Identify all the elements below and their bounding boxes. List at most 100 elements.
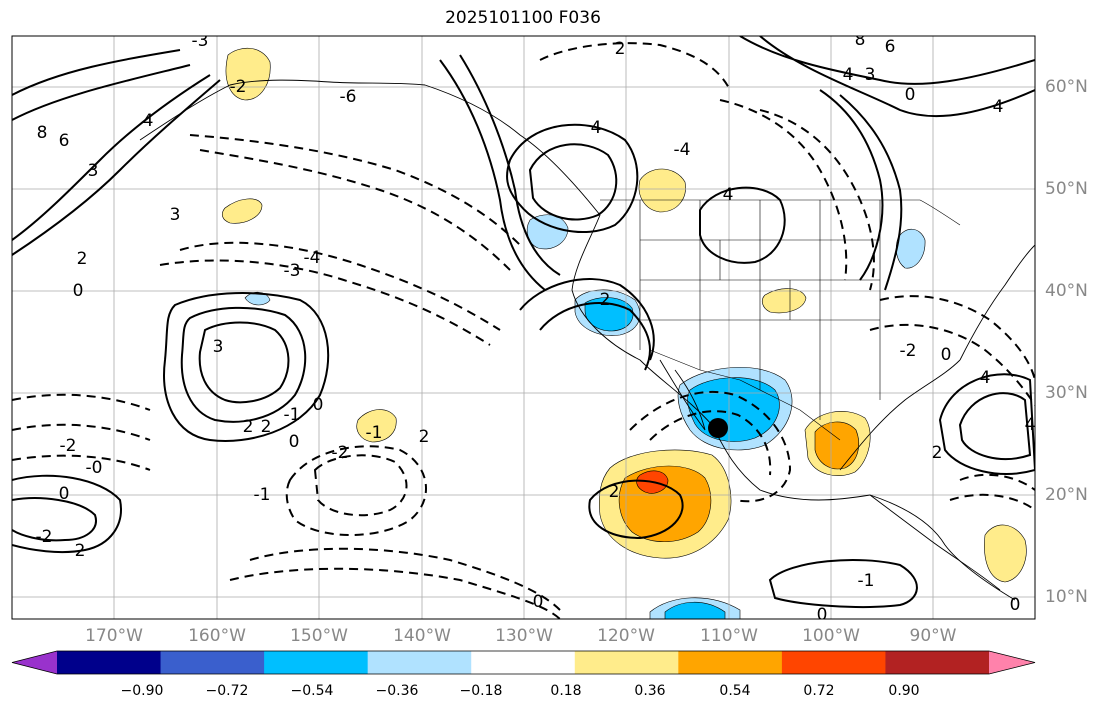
contour-label: 0 (289, 432, 300, 452)
contour-label: 0 (941, 345, 952, 365)
coastline-florida (959, 244, 1035, 361)
contour-label: 0 (905, 85, 916, 105)
map-frame (11, 35, 1036, 620)
contour-label: 0 (313, 395, 324, 415)
lon-label: 90°W (909, 626, 957, 646)
lon-label: 150°W (290, 626, 348, 646)
coastline-central-america (869, 494, 1001, 591)
contour-label: -6 (340, 87, 357, 107)
warm-anomaly-gulf-core (814, 421, 859, 470)
warm-anomaly-central-am (984, 524, 1027, 583)
lon-label: 130°W (495, 626, 553, 646)
colorbar-segment (57, 651, 162, 674)
contour-label: 3 (170, 205, 181, 225)
colorbar-tick-label: −0.36 (375, 683, 419, 699)
contour-label: -2 (230, 77, 247, 97)
cold-anomaly-south-core (664, 601, 726, 619)
contour-label: 2 (261, 417, 272, 437)
contour-label: -4 (304, 248, 321, 268)
contour-label: -4 (674, 140, 691, 160)
contour-label: 4 (993, 97, 1004, 117)
contour-label: 0 (1010, 595, 1021, 615)
contour-label: 6 (59, 131, 70, 151)
contour-label: 4 (980, 368, 991, 388)
colorbar-segment (885, 651, 990, 674)
contour-label: 2 (419, 427, 430, 447)
lon-label: 110°W (700, 626, 758, 646)
lat-label: 10°N (1045, 587, 1088, 607)
contour-label: 0 (533, 592, 544, 612)
warm-anomaly-pacific-2 (356, 409, 397, 443)
storm-center-marker (708, 418, 728, 438)
contour-label: 2 (615, 39, 626, 59)
lat-label: 40°N (1045, 281, 1088, 301)
contour-label: 4 (591, 118, 602, 138)
lon-label: 140°W (393, 626, 451, 646)
coastline-west (424, 84, 1016, 601)
coastline-baja (659, 359, 706, 431)
contour-label: 2 (609, 482, 620, 502)
contour-label: -2 (332, 443, 349, 463)
lat-label: 60°N (1045, 77, 1088, 97)
colorbar-tick-label: 0.72 (803, 683, 835, 699)
colorbar-tick-label: −0.18 (459, 683, 503, 699)
contour-label: -3 (284, 261, 301, 281)
contour-label: 0 (817, 605, 828, 625)
colorbar-tick-label: −0.90 (120, 683, 164, 699)
contour-label: -1 (254, 485, 271, 505)
colorbar-extend-max (989, 651, 1035, 674)
colorbar-segment (264, 651, 369, 674)
warm-anomaly-pacific (221, 198, 263, 224)
coastline-gulf (839, 359, 961, 471)
lon-label: 120°W (597, 626, 655, 646)
contour-label: 4 (723, 185, 734, 205)
warm-anomaly-plains (761, 288, 807, 314)
colorbar-segment (367, 651, 472, 674)
lon-label: 160°W (188, 626, 246, 646)
contour-label: 2 (77, 249, 88, 269)
colorbar-tick-label: 0.90 (888, 683, 920, 699)
lat-label: 50°N (1045, 179, 1088, 199)
contour-label: -2 (60, 436, 77, 456)
border-us-canada (600, 199, 961, 226)
coastlines (139, 79, 1035, 601)
border-us-mexico (649, 349, 841, 441)
cold-anomaly-lakes (895, 228, 926, 269)
colorbar-tick-label: 0.18 (550, 683, 582, 699)
colorbar-segment (678, 651, 783, 674)
contour-label: 2 (75, 541, 86, 561)
colorbar-tick-label: 0.36 (634, 683, 666, 699)
lat-label: 20°N (1045, 485, 1088, 505)
contour-label: -1 (858, 571, 875, 591)
map-title: 2025101100 F036 (445, 8, 601, 28)
contour-label: -3 (192, 31, 209, 51)
colorbar-tick-label: −0.54 (290, 683, 334, 699)
contour-label: -2 (900, 341, 917, 361)
contour-label: 3 (865, 65, 876, 85)
contour-label: -0 (86, 458, 103, 478)
colorbar-segment (781, 651, 886, 674)
colorbar-tick-label: 0.54 (719, 683, 751, 699)
colorbar-segment (160, 651, 265, 674)
contour-label: 0 (59, 484, 70, 504)
contour-label: 3 (213, 337, 224, 357)
contour-label: 6 (885, 37, 896, 57)
colorbar (11, 650, 1036, 675)
contour-label: 2 (243, 417, 254, 437)
contour-label: -2 (36, 527, 53, 547)
contour-label: 4 (843, 65, 854, 85)
lat-label: 30°N (1045, 383, 1088, 403)
contour-label: 0 (73, 281, 84, 301)
contour-label: 8 (37, 123, 48, 143)
colorbar-segment (471, 651, 576, 674)
contour-label: 2 (600, 290, 611, 310)
contour-label: 4 (143, 111, 154, 131)
colorbar-tick-label: −0.72 (205, 683, 249, 699)
political-borders (600, 199, 961, 441)
contour-label: 4 (1025, 415, 1036, 435)
contour-label: -1 (366, 423, 383, 443)
map-background (12, 36, 1035, 619)
warm-anomaly-canada (638, 168, 686, 213)
contour-label: 3 (88, 161, 99, 181)
